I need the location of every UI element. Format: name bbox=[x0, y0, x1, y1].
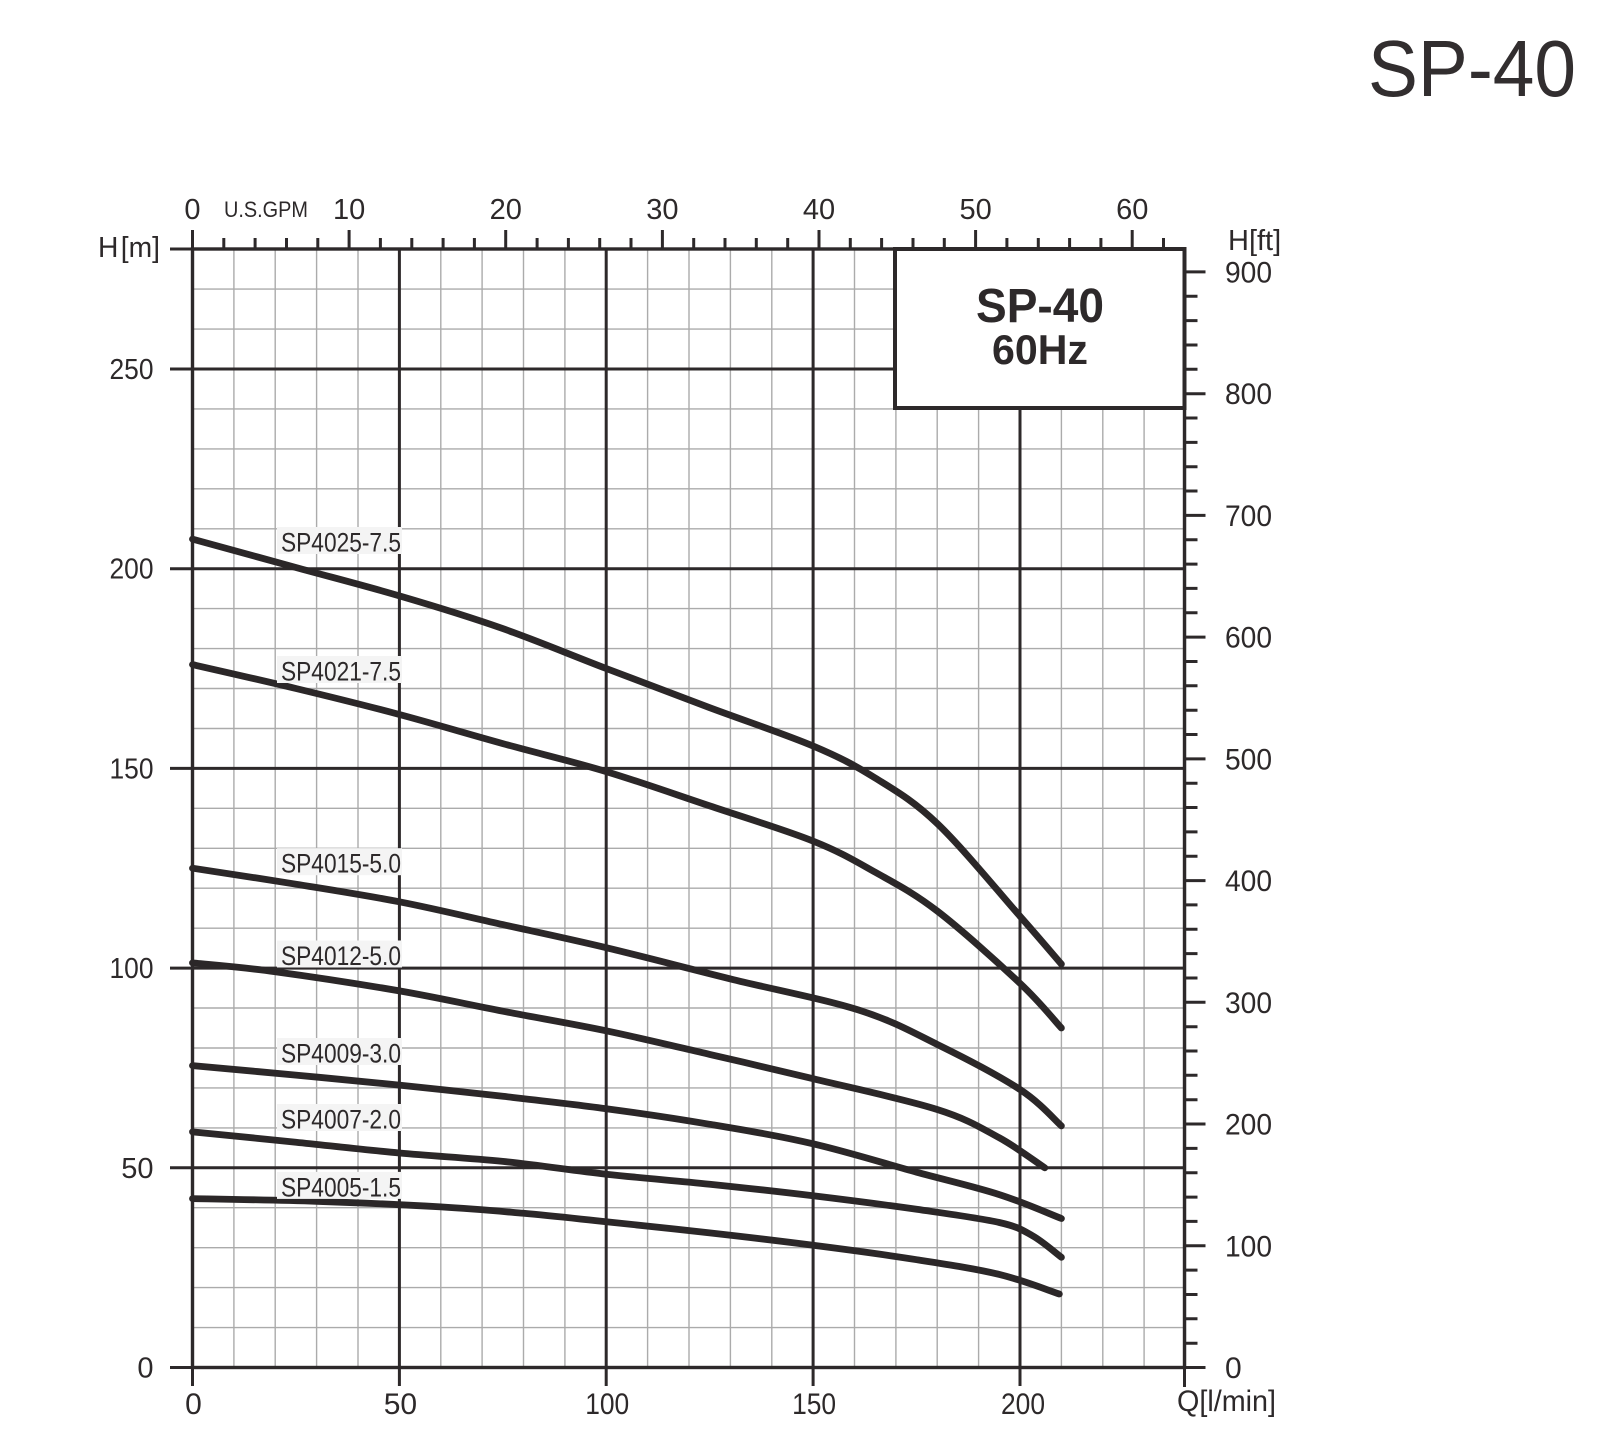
svg-text:10: 10 bbox=[333, 194, 365, 226]
svg-text:SP-40: SP-40 bbox=[1368, 24, 1576, 113]
svg-text:500: 500 bbox=[1225, 743, 1272, 776]
svg-text:0: 0 bbox=[184, 194, 200, 226]
svg-text:150: 150 bbox=[110, 753, 154, 785]
svg-text:700: 700 bbox=[1225, 500, 1272, 533]
svg-text:SP4021-7.5: SP4021-7.5 bbox=[281, 657, 401, 687]
svg-text:150: 150 bbox=[792, 1388, 836, 1421]
svg-text:SP4009-3.0: SP4009-3.0 bbox=[281, 1039, 401, 1069]
svg-text:SP4012-5.0: SP4012-5.0 bbox=[281, 941, 401, 971]
svg-text:200: 200 bbox=[1001, 1388, 1045, 1421]
svg-text:0: 0 bbox=[137, 1353, 153, 1385]
svg-text:900: 900 bbox=[1225, 256, 1272, 289]
svg-text:0: 0 bbox=[185, 1388, 202, 1421]
svg-text:100: 100 bbox=[110, 953, 154, 985]
svg-text:50: 50 bbox=[959, 194, 991, 226]
svg-text:30: 30 bbox=[646, 194, 678, 226]
svg-text:SP4025-7.5: SP4025-7.5 bbox=[281, 528, 401, 558]
svg-text:200: 200 bbox=[110, 554, 154, 586]
svg-text:U.S.GPM: U.S.GPM bbox=[224, 197, 308, 222]
svg-text:H [m]: H [m] bbox=[98, 232, 160, 264]
svg-text:100: 100 bbox=[1225, 1230, 1272, 1263]
svg-text:SP4015-5.0: SP4015-5.0 bbox=[281, 849, 401, 879]
svg-text:600: 600 bbox=[1225, 622, 1272, 655]
svg-text:50: 50 bbox=[384, 1388, 417, 1421]
svg-text:60: 60 bbox=[1116, 194, 1148, 226]
svg-text:200: 200 bbox=[1225, 1109, 1272, 1142]
svg-text:SP4007-2.0: SP4007-2.0 bbox=[281, 1105, 401, 1135]
svg-text:40: 40 bbox=[803, 194, 835, 226]
svg-text:H[ft]: H[ft] bbox=[1228, 225, 1281, 257]
svg-text:100: 100 bbox=[585, 1388, 629, 1421]
svg-text:250: 250 bbox=[110, 354, 154, 386]
svg-text:SP-40: SP-40 bbox=[976, 280, 1104, 333]
svg-text:300: 300 bbox=[1225, 987, 1272, 1020]
svg-text:Q[l/min]: Q[l/min] bbox=[1177, 1385, 1276, 1418]
svg-text:SP4005-1.5: SP4005-1.5 bbox=[281, 1172, 401, 1202]
svg-text:0: 0 bbox=[1225, 1352, 1242, 1385]
svg-text:800: 800 bbox=[1225, 378, 1272, 411]
svg-text:20: 20 bbox=[490, 194, 522, 226]
svg-text:50: 50 bbox=[121, 1153, 153, 1185]
svg-text:60Hz: 60Hz bbox=[992, 326, 1088, 373]
svg-text:400: 400 bbox=[1225, 865, 1272, 898]
